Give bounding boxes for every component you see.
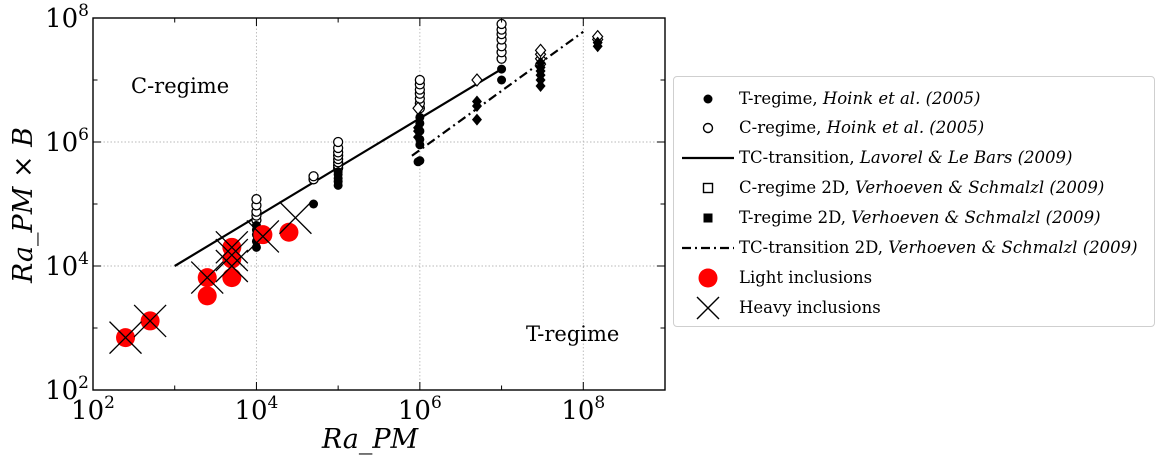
t-regime-point <box>497 64 507 74</box>
c-regime-2d-point <box>534 43 547 58</box>
red-circle-icon <box>698 268 718 288</box>
light-inclusion-point <box>222 268 242 288</box>
x-tick-label: 106 <box>398 393 442 426</box>
heavy-inclusion-point <box>246 219 280 253</box>
x-cross-icon <box>696 296 720 320</box>
t-regime-2d-point <box>471 113 482 126</box>
heavy-inclusion-point <box>190 261 224 295</box>
legend-citation: Lavorel & Le Bars (2009) <box>859 148 1073 167</box>
tc-transition-2d-line <box>411 30 584 157</box>
x-tick-label: 104 <box>234 393 278 426</box>
light-inclusion-point <box>253 225 273 245</box>
legend-item-tc-transition-2d: TC-transition 2D, Verhoeven & Schmalzl (… <box>674 236 1154 260</box>
light-inclusion-point <box>197 286 217 306</box>
y-tick-label: 104 <box>45 249 89 282</box>
light-inclusion-point <box>279 222 299 242</box>
c-regime-point <box>308 171 319 182</box>
t-regime-point <box>415 112 425 122</box>
t-regime-2d-point <box>535 56 546 69</box>
t-regime-2d-point <box>592 36 603 49</box>
y-tick-label: 102 <box>45 373 89 406</box>
legend-label: T-regime 2D, <box>739 208 852 227</box>
heavy-inclusion-point <box>278 201 312 235</box>
x-tick-label: 102 <box>71 393 115 426</box>
c-regime-point <box>414 74 426 86</box>
filled-square-icon <box>703 213 713 223</box>
legend-citation: Hoink et al. (2005) <box>822 89 981 108</box>
t-regime-2d-point <box>413 121 424 134</box>
open-square-icon <box>702 182 714 194</box>
legend-label: TC-transition 2D, <box>739 238 889 257</box>
c-regime-point <box>332 136 344 148</box>
legend-item-c-regime: C-regime, Hoink et al. (2005) <box>674 116 1154 140</box>
t-regime-2d-point <box>535 80 546 93</box>
data-marks <box>109 18 604 355</box>
heavy-inclusion-point <box>215 230 249 264</box>
y-tick-label: 108 <box>45 1 89 34</box>
solid-line-icon <box>682 156 734 160</box>
legend-label: Heavy inclusions <box>739 298 881 317</box>
t-regime-point <box>309 199 319 209</box>
t-regime-2d-point <box>413 131 424 144</box>
c-regime-label: C-regime <box>131 74 230 98</box>
legend-item-t-regime-2d: T-regime 2D, Verhoeven & Schmalzl (2009) <box>674 206 1154 230</box>
series-lines <box>174 30 584 267</box>
y-axis-label: Ra_PM × B <box>8 127 39 284</box>
x-axis-label: Ra_PM <box>321 424 420 455</box>
heavy-inclusion-point <box>215 238 249 272</box>
legend-label: C-regime, <box>739 118 827 137</box>
legend-item-heavy-inclusions: Heavy inclusions <box>674 296 1154 320</box>
heavy-inclusion-point <box>133 304 167 338</box>
c-regime-point <box>251 193 262 205</box>
heavy-inclusion-point <box>215 249 249 283</box>
open-circle-icon <box>702 122 714 134</box>
t-regime-label: T-regime <box>526 322 620 346</box>
filled-circle-icon <box>703 94 713 104</box>
legend-citation: Hoink et al. (2005) <box>826 118 985 137</box>
axis-ticks <box>92 17 666 391</box>
legend-item-t-regime: T-regime, Hoink et al. (2005) <box>674 87 1154 111</box>
legend-label: T-regime, <box>739 89 823 108</box>
legend-label: C-regime 2D, <box>739 178 855 197</box>
legend-label: Light inclusions <box>739 268 873 287</box>
tick-labels: 102 104 106 108 102 104 106 108 <box>45 1 605 426</box>
c-regime-2d-point <box>471 73 483 87</box>
legend-citation: Verhoeven & Schmalzl (2009) <box>851 208 1101 227</box>
y-tick-label: 106 <box>45 125 89 158</box>
legend: T-regime, Hoink et al. (2005) C-regime, … <box>673 76 1155 327</box>
t-regime-point <box>413 157 423 167</box>
legend-item-tc-transition: TC-transition, Lavorel & Le Bars (2009) <box>674 146 1154 170</box>
legend-citation: Verhoeven & Schmalzl (2009) <box>888 238 1138 257</box>
x-tick-label: 108 <box>561 393 605 426</box>
legend-item-c-regime-2d: C-regime 2D, Verhoeven & Schmalzl (2009) <box>674 176 1154 200</box>
dash-dot-line-icon <box>682 246 734 250</box>
t-regime-2d-point <box>471 95 482 108</box>
legend-label: TC-transition, <box>739 148 860 167</box>
heavy-inclusion-point <box>109 321 142 355</box>
t-regime-point <box>333 167 343 177</box>
legend-item-light-inclusions: Light inclusions <box>674 266 1154 290</box>
legend-citation: Verhoeven & Schmalzl (2009) <box>854 178 1105 197</box>
t-regime-point <box>497 75 507 85</box>
